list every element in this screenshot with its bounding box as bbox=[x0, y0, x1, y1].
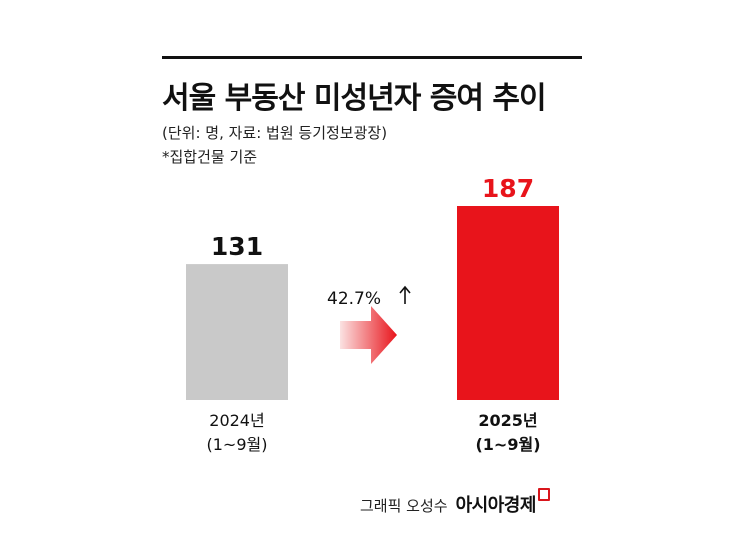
chart-note: *집합건물 기준 bbox=[162, 148, 258, 166]
value-label-2024: 131 bbox=[211, 232, 263, 261]
chart-subtitle: (단위: 명, 자료: 법원 등기정보광장) bbox=[162, 124, 388, 142]
category-label-2024-year: 2024년 bbox=[209, 411, 264, 430]
credit: 그래픽 오성수 아시아경제 bbox=[360, 488, 550, 517]
credit-text: 그래픽 오성수 bbox=[360, 497, 448, 515]
growth-arrow-icon bbox=[340, 306, 397, 364]
brand-name: 아시아경제 bbox=[455, 488, 550, 517]
category-label-2025-period: (1~9월) bbox=[475, 435, 540, 454]
value-label-2025: 187 bbox=[482, 174, 534, 203]
category-label-2025-year: 2025년 bbox=[478, 411, 537, 430]
top-rule bbox=[162, 56, 582, 59]
up-arrow-icon bbox=[399, 285, 411, 304]
brand-mark-icon bbox=[537, 488, 550, 501]
category-label-2024-period: (1~9월) bbox=[207, 435, 268, 454]
growth-percent-label: 42.7% bbox=[327, 289, 381, 309]
brand-label: 아시아경제 bbox=[455, 495, 537, 516]
bar-2025 bbox=[457, 206, 559, 400]
chart-title: 서울 부동산 미성년자 증여 추이 bbox=[162, 81, 547, 116]
bar-2024 bbox=[186, 264, 288, 400]
